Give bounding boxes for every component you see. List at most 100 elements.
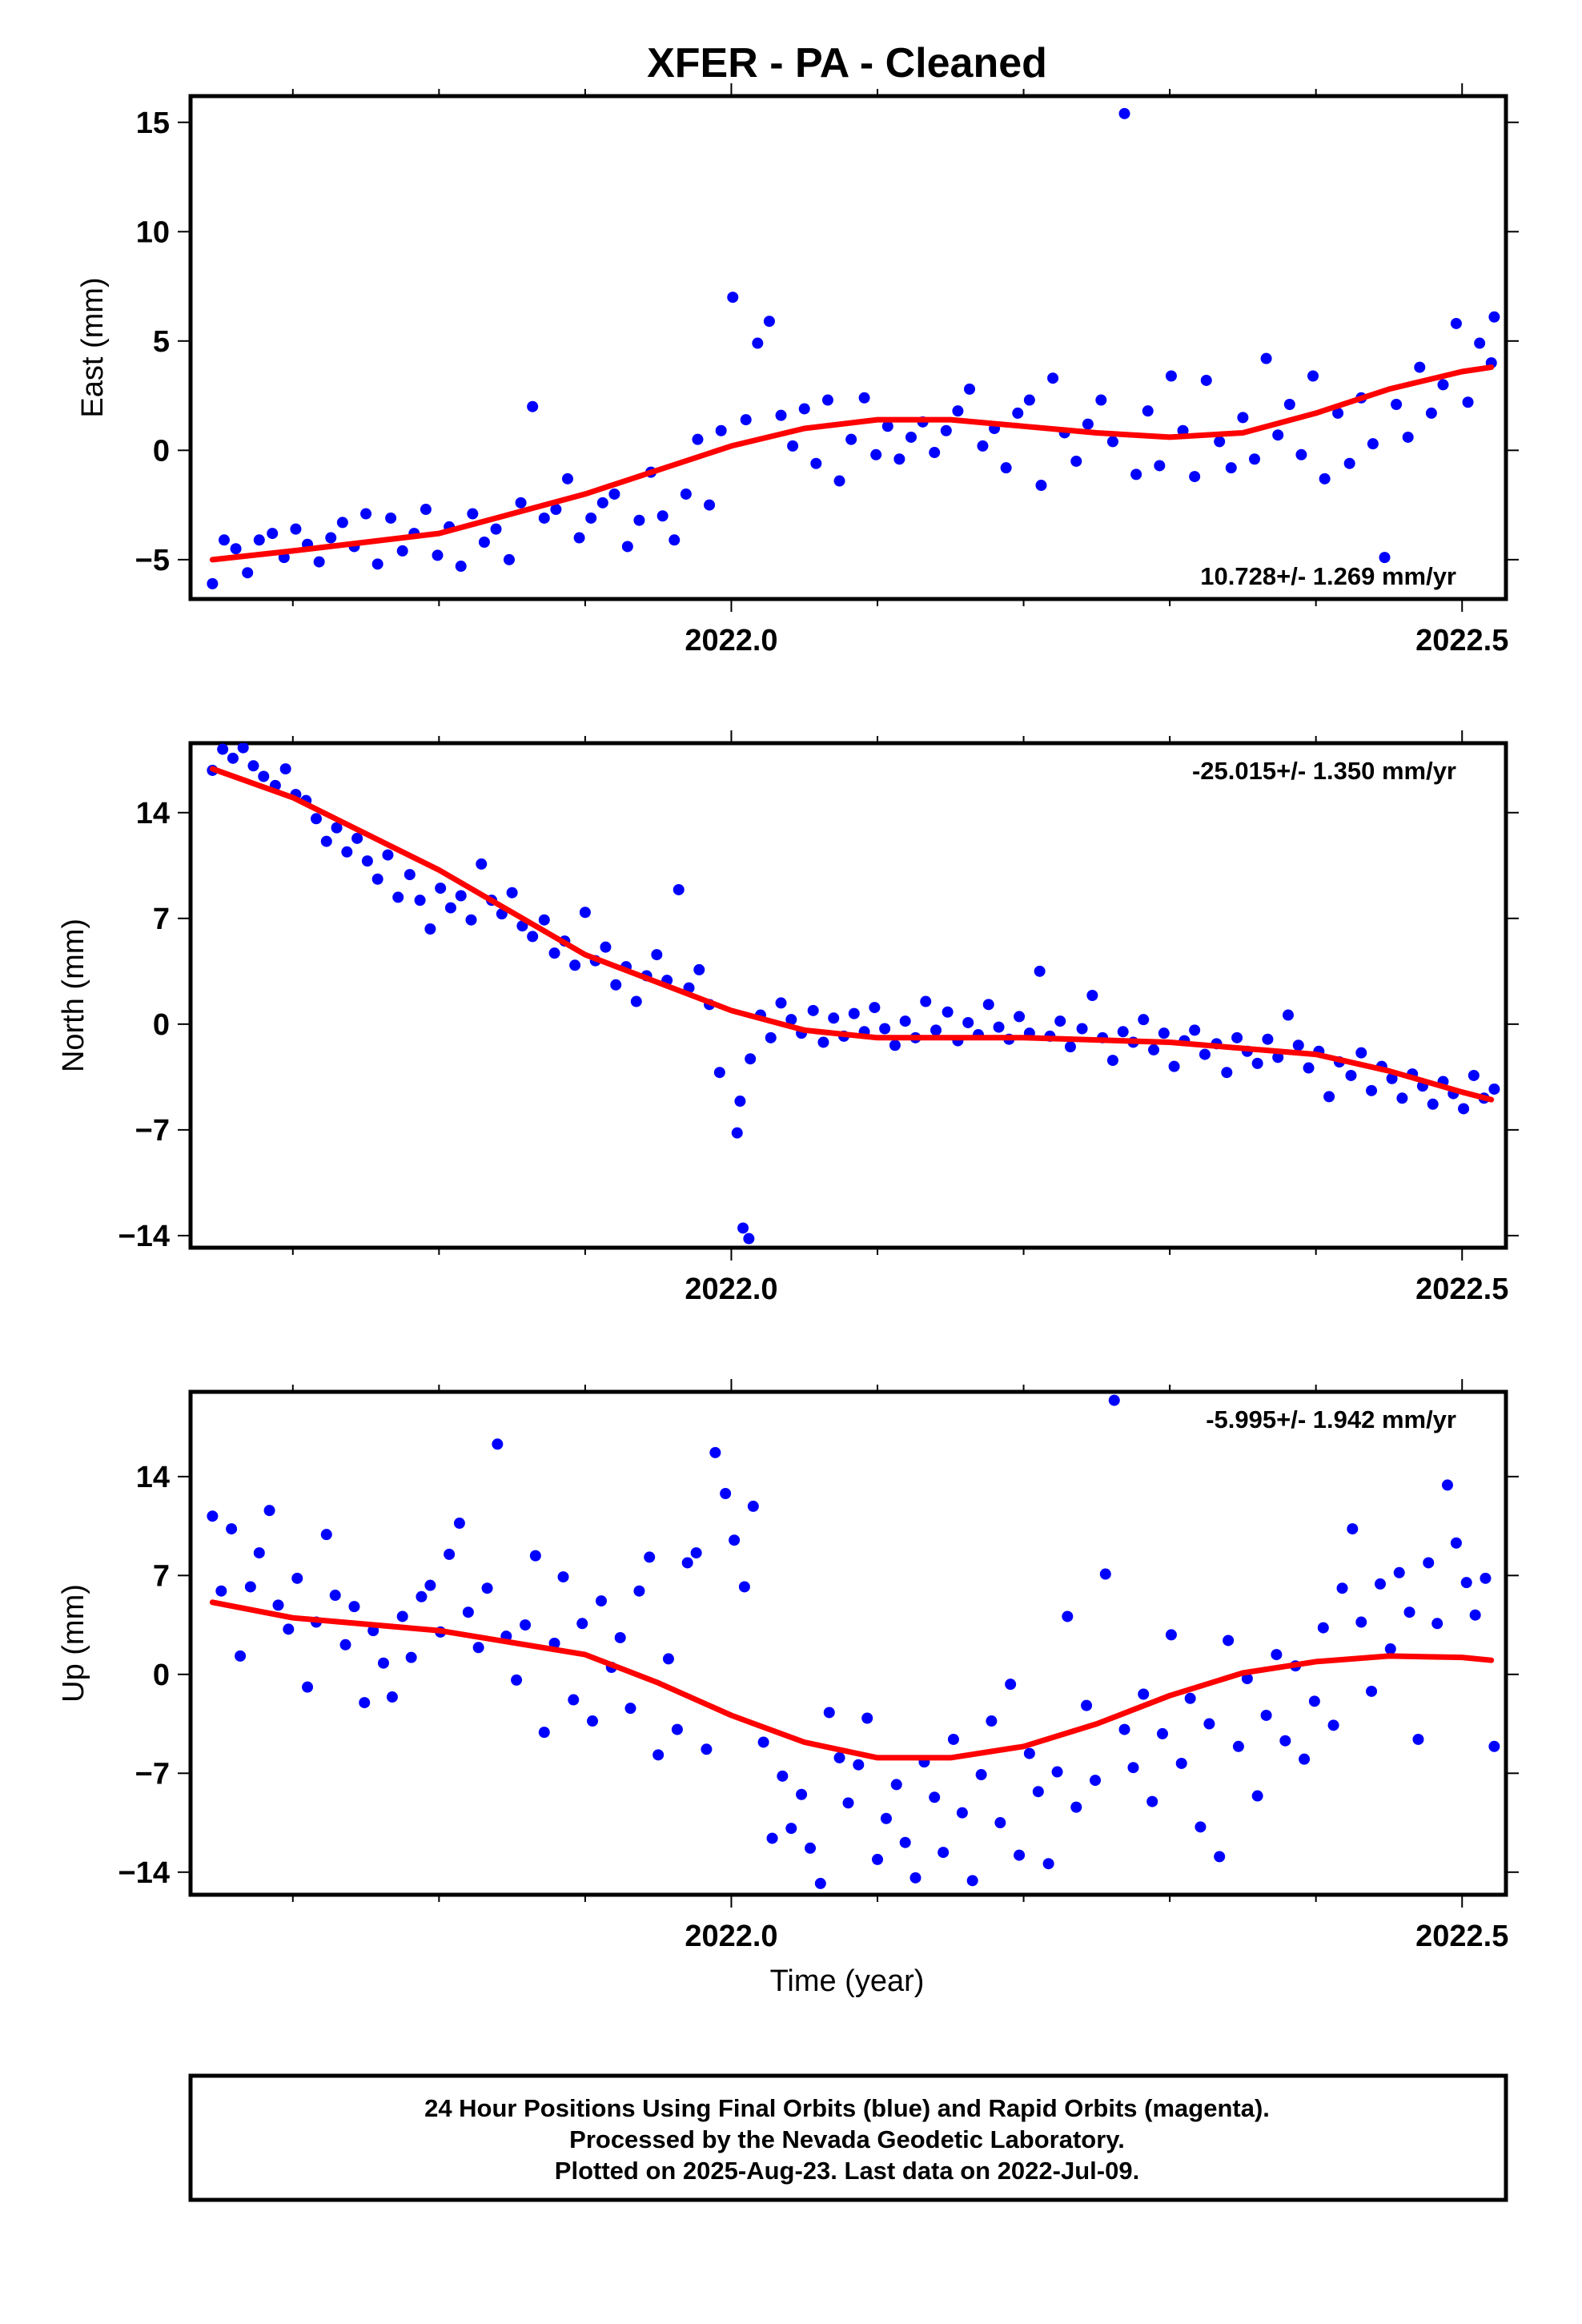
data-point bbox=[1423, 1557, 1435, 1569]
data-point bbox=[1189, 471, 1201, 483]
plot-frame bbox=[188, 94, 1508, 601]
data-point bbox=[807, 1004, 819, 1016]
data-point bbox=[893, 453, 905, 465]
data-point bbox=[1062, 1610, 1074, 1622]
data-point bbox=[737, 1222, 749, 1234]
data-point bbox=[614, 1631, 626, 1643]
data-points bbox=[207, 1394, 1500, 1889]
data-point bbox=[630, 995, 642, 1007]
data-point bbox=[814, 1877, 826, 1889]
data-point bbox=[1000, 462, 1012, 474]
data-point bbox=[1064, 1041, 1076, 1053]
data-point bbox=[331, 822, 343, 834]
data-point bbox=[568, 1694, 580, 1706]
data-point bbox=[1158, 1027, 1170, 1039]
data-point bbox=[230, 543, 242, 555]
data-point bbox=[1283, 398, 1295, 410]
data-point bbox=[947, 1733, 959, 1745]
data-point bbox=[1005, 1679, 1017, 1691]
data-point bbox=[476, 858, 488, 870]
data-point bbox=[633, 514, 645, 526]
x-tick-label: 2022.0 bbox=[685, 1273, 777, 1306]
data-point bbox=[320, 835, 332, 847]
data-point bbox=[752, 337, 764, 349]
data-point bbox=[1379, 552, 1391, 564]
data-point bbox=[1402, 431, 1414, 443]
data-point bbox=[738, 1581, 750, 1593]
data-point bbox=[899, 1836, 911, 1848]
data-point bbox=[727, 292, 739, 304]
caption-line-3: Plotted on 2025-Aug-23. Last data on 202… bbox=[555, 2157, 1139, 2185]
data-point bbox=[743, 1232, 755, 1244]
data-point bbox=[1450, 1537, 1462, 1549]
data-point bbox=[382, 849, 394, 861]
data-point bbox=[720, 1488, 732, 1500]
y-tick-label: 7 bbox=[153, 903, 170, 936]
plot-frame bbox=[188, 1389, 1508, 1897]
data-point bbox=[478, 537, 490, 549]
data-point bbox=[821, 394, 833, 406]
data-point bbox=[290, 523, 302, 535]
data-point bbox=[1323, 1091, 1335, 1103]
data-point bbox=[1142, 405, 1154, 417]
data-point bbox=[538, 512, 550, 524]
data-point bbox=[1070, 455, 1082, 467]
panel-up: 2022.0 2022.5 −14 −7 0 7 14 Up (mm) -5.995+/- 1.… bbox=[57, 1379, 1519, 1953]
data-point bbox=[879, 1023, 891, 1035]
data-point bbox=[729, 1534, 741, 1546]
data-point bbox=[226, 1523, 238, 1535]
data-point bbox=[207, 577, 219, 589]
data-point bbox=[810, 457, 822, 469]
data-point bbox=[905, 431, 917, 443]
data-point bbox=[775, 409, 787, 421]
data-point bbox=[444, 902, 456, 914]
data-point bbox=[1262, 1033, 1274, 1045]
y-tick-label: −7 bbox=[135, 1114, 170, 1148]
data-point bbox=[1292, 1039, 1304, 1051]
data-point bbox=[1308, 1695, 1320, 1707]
data-point bbox=[1200, 374, 1212, 386]
data-point bbox=[1095, 394, 1107, 406]
data-point bbox=[1251, 1790, 1263, 1802]
data-point bbox=[1367, 438, 1379, 450]
data-point bbox=[420, 504, 432, 516]
data-point bbox=[1251, 1057, 1263, 1069]
data-point bbox=[704, 499, 716, 511]
data-point bbox=[690, 1547, 702, 1559]
data-point bbox=[1327, 1719, 1339, 1731]
data-point bbox=[940, 424, 952, 436]
data-point bbox=[481, 1582, 493, 1594]
data-point bbox=[1391, 398, 1403, 410]
data-point bbox=[529, 1550, 541, 1562]
y-tick-label: 0 bbox=[153, 434, 170, 468]
data-point bbox=[715, 424, 727, 436]
data-point bbox=[503, 553, 515, 565]
data-point bbox=[561, 472, 573, 485]
data-point bbox=[339, 1638, 351, 1651]
data-point bbox=[424, 1579, 436, 1591]
data-point bbox=[404, 869, 416, 881]
data-point bbox=[538, 1727, 550, 1739]
data-point bbox=[1146, 1795, 1158, 1807]
data-point bbox=[1319, 472, 1331, 485]
data-point bbox=[766, 1832, 778, 1844]
data-point bbox=[938, 1847, 950, 1859]
data-point bbox=[1488, 311, 1500, 323]
data-point bbox=[490, 523, 502, 535]
data-point bbox=[775, 997, 787, 1009]
data-point bbox=[1199, 1048, 1211, 1060]
data-point bbox=[823, 1707, 835, 1719]
data-point bbox=[798, 403, 810, 415]
data-point bbox=[929, 1791, 941, 1803]
data-point bbox=[405, 1651, 417, 1663]
data-point bbox=[930, 1024, 942, 1036]
data-point bbox=[444, 1548, 456, 1560]
data-point bbox=[329, 1590, 341, 1602]
data-point bbox=[1232, 1740, 1244, 1752]
data-point bbox=[1450, 317, 1462, 329]
data-point bbox=[1051, 1766, 1063, 1778]
data-point bbox=[1480, 1572, 1492, 1584]
data-point bbox=[396, 1610, 408, 1622]
data-point bbox=[1384, 1643, 1396, 1655]
y-tick-label: 7 bbox=[153, 1559, 170, 1593]
